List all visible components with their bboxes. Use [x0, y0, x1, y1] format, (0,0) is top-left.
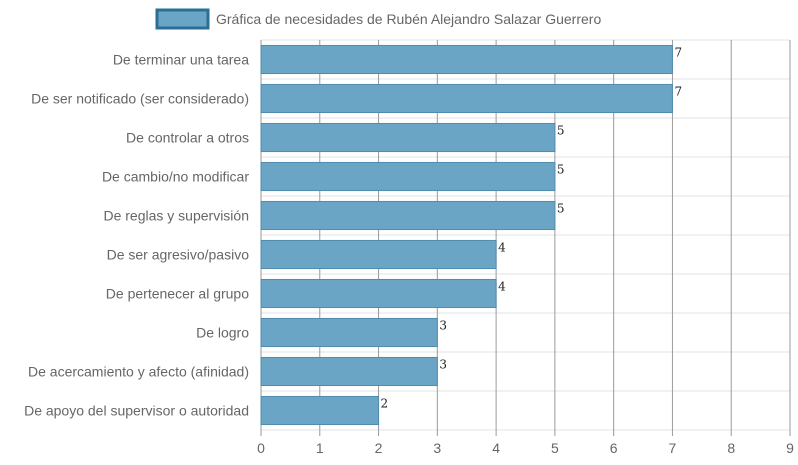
category-label: De controlar a otros — [126, 130, 249, 146]
legend[interactable]: Gráfica de necesidades de Rubén Alejandr… — [155, 8, 601, 30]
category-label: De apoyo del supervisor o autoridad — [24, 403, 249, 419]
x-tick-label: 3 — [433, 440, 441, 456]
category-labels: De terminar una tarea De ser notificado (… — [24, 52, 249, 419]
value-labels: 7 7 5 5 5 4 4 3 3 2 — [381, 45, 683, 410]
value-label: 5 — [557, 123, 565, 137]
category-label: De cambio/no modificar — [102, 169, 249, 185]
x-tick-label: 5 — [551, 440, 559, 456]
x-tick-label: 0 — [257, 440, 265, 456]
bar[interactable] — [260, 161, 556, 192]
category-label: De logro — [196, 325, 249, 341]
value-label: 3 — [439, 318, 447, 332]
value-label: 4 — [498, 279, 506, 293]
x-tick-label: 6 — [610, 440, 618, 456]
value-label: 5 — [557, 162, 565, 176]
legend-swatch — [155, 8, 210, 30]
bar[interactable] — [260, 395, 380, 426]
x-tick-label: 7 — [669, 440, 677, 456]
bars — [260, 44, 673, 426]
bar[interactable] — [260, 83, 673, 114]
value-label: 4 — [498, 240, 506, 254]
x-tick-label: 4 — [492, 440, 500, 456]
bar[interactable] — [260, 239, 497, 270]
category-label: De reglas y supervisión — [103, 208, 249, 224]
x-tick-label: 1 — [316, 440, 324, 456]
value-label: 5 — [557, 201, 565, 215]
x-tick-label: 9 — [786, 440, 794, 456]
value-label: 2 — [381, 396, 389, 410]
category-label: De ser agresivo/pasivo — [107, 247, 250, 263]
value-label: 7 — [674, 84, 682, 98]
bar[interactable] — [260, 356, 438, 387]
category-label: De pertenecer al grupo — [106, 286, 249, 302]
value-label: 3 — [439, 357, 447, 371]
bar[interactable] — [260, 278, 497, 309]
value-label: 7 — [674, 45, 682, 59]
x-axis: 0 1 2 3 4 5 6 7 8 9 — [257, 440, 794, 456]
x-tick-label: 8 — [727, 440, 735, 456]
category-label: De terminar una tarea — [113, 52, 249, 68]
bar[interactable] — [260, 317, 438, 348]
legend-label: Gráfica de necesidades de Rubén Alejandr… — [216, 11, 601, 27]
bar[interactable] — [260, 44, 673, 75]
bar[interactable] — [260, 122, 556, 153]
category-label: De acercamiento y afecto (afinidad) — [28, 364, 249, 380]
x-tick-label: 2 — [375, 440, 383, 456]
category-label: De ser notificado (ser considerado) — [31, 91, 249, 107]
bar[interactable] — [260, 200, 556, 231]
